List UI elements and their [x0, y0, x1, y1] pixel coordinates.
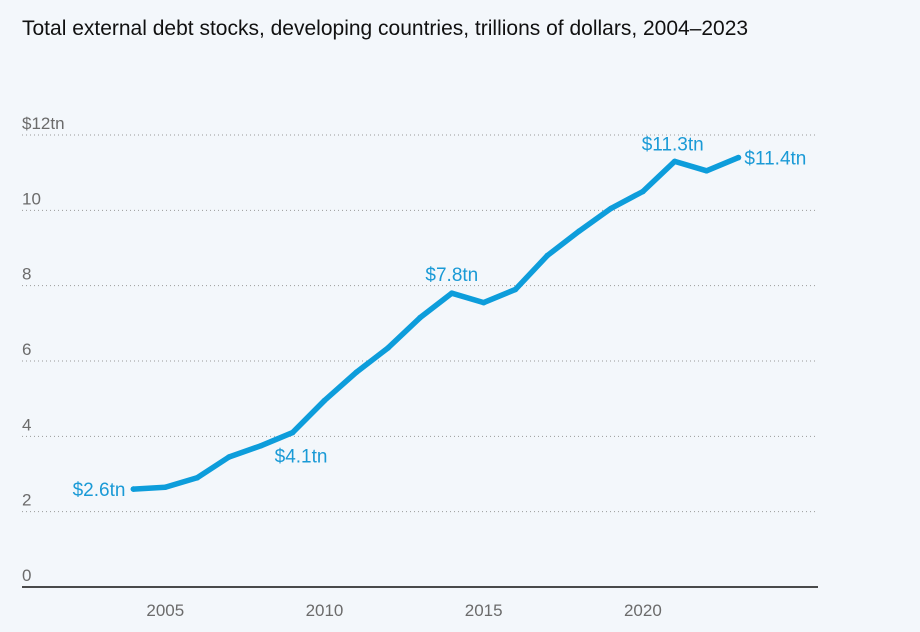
gridlines [22, 134, 818, 513]
data-label-2014: $7.8tn [425, 265, 478, 286]
x-tick-label: 2010 [306, 601, 344, 620]
series-line-0 [130, 154, 742, 492]
data-point-2006 [194, 474, 200, 481]
data-point-2020 [640, 188, 646, 195]
y-tick-label: 10 [22, 189, 41, 208]
data-label-2021: $11.3tn [642, 134, 704, 155]
data-label-2004: $2.6tn [73, 480, 126, 501]
series [130, 154, 742, 492]
x-tick-label: 2015 [465, 601, 503, 620]
chart-title: Total external debt stocks, developing c… [22, 17, 749, 40]
y-tick-label: 8 [22, 265, 31, 284]
data-point-2005 [162, 484, 169, 490]
data-point-2008 [258, 442, 264, 449]
x-tick-label: 2005 [146, 601, 184, 620]
y-tick-label: 2 [22, 491, 31, 510]
data-point-2016 [512, 286, 519, 293]
y-tick-label: 0 [22, 566, 31, 585]
y-tick-label: $12tn [22, 114, 65, 133]
data-label-2009: $4.1tn [275, 447, 328, 468]
data-points [130, 154, 742, 492]
data-point-2014 [449, 290, 455, 297]
y-axis-tick-labels: 0 2 4 6 8 10 $12tn [22, 114, 65, 585]
x-tick-label: 2020 [624, 601, 662, 620]
data-point-2012 [385, 345, 391, 351]
data-point-2019 [608, 205, 614, 212]
data-point-2007 [226, 454, 232, 460]
y-tick-label: 4 [22, 415, 31, 434]
x-axis-tick-labels: 2005 2010 2015 2020 [146, 601, 661, 620]
data-point-2011 [353, 369, 360, 376]
data-point-2015 [480, 299, 487, 306]
data-point-2004 [130, 486, 137, 492]
data-point-2009 [289, 429, 296, 436]
data-point-2010 [321, 397, 328, 404]
data-point-2018 [576, 228, 582, 234]
data-labels: $2.6tn $4.1tn $7.8tn $11.3tn $11.4tn [73, 134, 807, 501]
data-label-2023: $11.4tn [744, 149, 806, 170]
data-point-2022 [703, 167, 710, 174]
data-point-2017 [544, 252, 551, 259]
data-point-2021 [671, 158, 678, 165]
data-point-2023 [735, 154, 742, 161]
data-point-2013 [417, 314, 423, 321]
y-tick-label: 6 [22, 340, 31, 359]
